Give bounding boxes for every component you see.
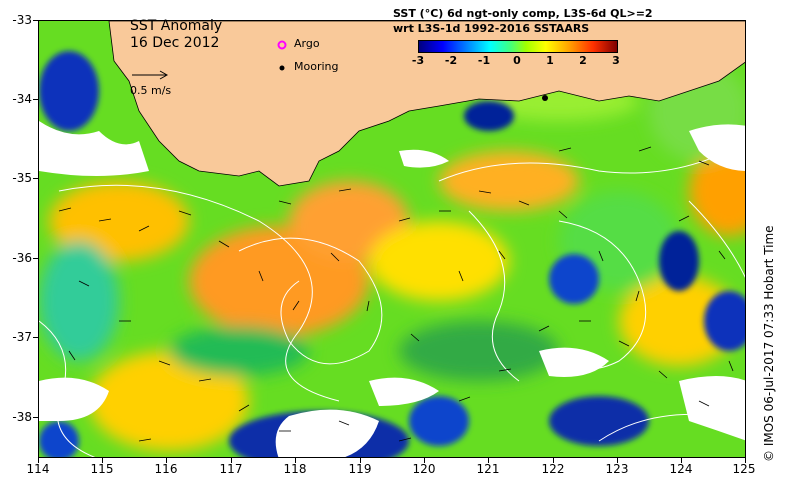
lon-tick [166,458,167,463]
reference-arrow-icon [132,70,169,80]
lon-label: 114 [26,462,50,476]
current-vectors [58,146,734,442]
lon-label: 115 [90,462,114,476]
missing-data-areas [39,121,745,457]
lon-label: 124 [669,462,693,476]
credit-text: © IMOS 06-Jul-2017 07:33 Hobart Time [762,225,776,462]
lon-tick [553,458,554,463]
lon-label: 123 [605,462,629,476]
lon-label: 119 [348,462,372,476]
lon-label: 117 [219,462,243,476]
lat-tick [33,258,38,259]
argo-legend-label: Argo [294,37,320,50]
colorbar-tick: -3 [411,54,425,67]
lon-tick [231,458,232,463]
reference-speed-label: 0.5 m/s [130,84,172,97]
argo-legend-icon [277,40,287,50]
lat-label: -33 [12,13,32,27]
sst-map [38,20,746,458]
lat-label: -36 [12,251,32,265]
sst-anomaly-raster [39,21,745,457]
colorbar [418,40,618,53]
colorbar-title: SST (°C) 6d ngt-only comp, L3S-6d QL>=2 … [393,6,653,36]
lon-label: 121 [476,462,500,476]
lat-label: -37 [12,330,32,344]
lon-tick [38,458,39,463]
colorbar-tick: -1 [477,54,491,67]
lon-tick [745,458,746,463]
lon-tick [102,458,103,463]
lon-tick [488,458,489,463]
lon-label: 118 [283,462,307,476]
colorbar-tick: 2 [579,54,587,67]
lat-tick [33,99,38,100]
colorbar-tick: 0 [513,54,521,67]
lon-label: 122 [541,462,565,476]
lon-tick [681,458,682,463]
lon-tick [360,458,361,463]
colorbar-tick: -2 [444,54,458,67]
lat-tick [33,178,38,179]
mooring-marker [542,95,548,101]
colorbar-title-line1: SST (°C) 6d ngt-only comp, L3S-6d QL>=2 [393,7,653,20]
sst-anomaly-patches [39,61,745,451]
map-title-text: SST Anomaly [130,18,223,34]
lat-label: -34 [12,92,32,106]
mooring-legend-icon [279,65,285,71]
land-mass [108,21,745,187]
lon-label: 125 [732,462,756,476]
colorbar-tick: 3 [612,54,620,67]
map-title: SST Anomaly 16 Dec 2012 [130,18,222,52]
colorbar-title-line2: wrt L3S-1d 1992-2016 SSTAARS [393,22,590,35]
lat-label: -38 [12,410,32,424]
map-date: 16 Dec 2012 [130,35,220,51]
lon-label: 120 [412,462,436,476]
lat-tick [33,417,38,418]
lat-label: -35 [12,171,32,185]
lat-tick [33,337,38,338]
lon-tick [617,458,618,463]
lon-tick [424,458,425,463]
lon-tick [295,458,296,463]
lat-tick [33,20,38,21]
sea-level-contours [39,141,745,457]
colorbar-tick: 1 [546,54,554,67]
lon-label: 116 [154,462,178,476]
mooring-legend-label: Mooring [294,60,339,73]
